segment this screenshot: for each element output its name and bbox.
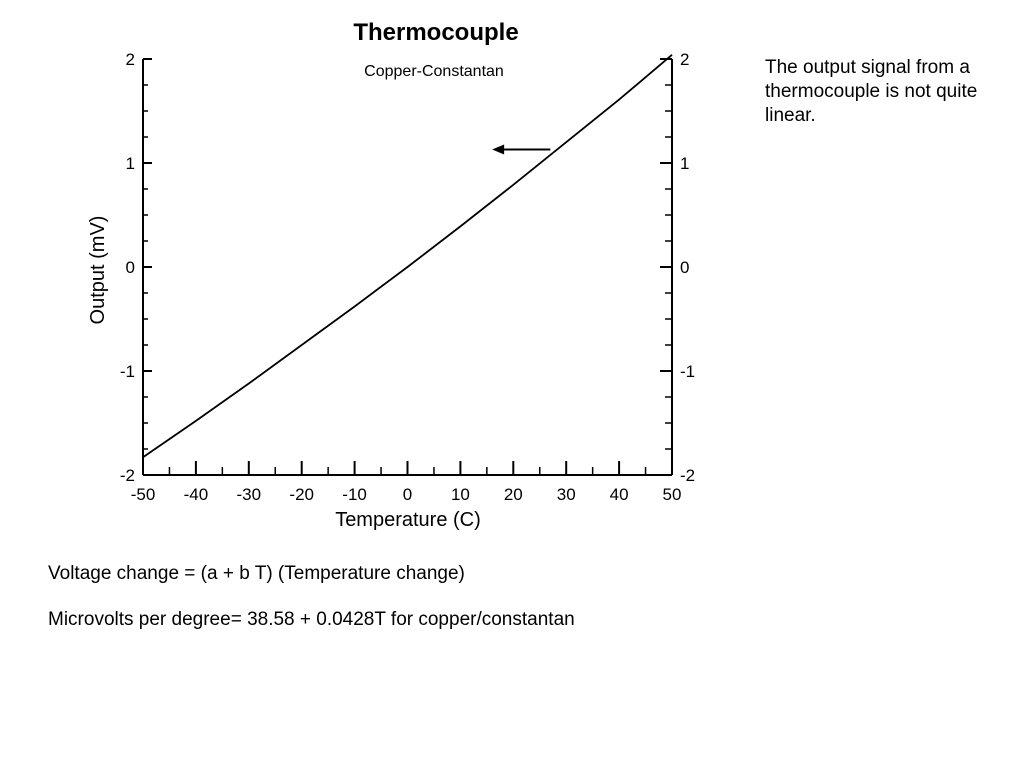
y-tick-label-right: 1 (680, 154, 689, 173)
y-tick-label-right: -1 (680, 362, 695, 381)
equation-microvolts: Microvolts per degree= 38.58 + 0.0428T f… (48, 609, 575, 630)
x-tick-label: 10 (451, 485, 470, 504)
y-tick-label-right: 2 (680, 50, 689, 69)
y-tick-label-left: -1 (120, 362, 135, 381)
x-tick-label: -30 (237, 485, 262, 504)
x-tick-label: -50 (131, 485, 156, 504)
chart-subtitle: Copper-Constantan (364, 63, 504, 80)
series-line (142, 54, 673, 459)
y-tick-label-right: -2 (680, 466, 695, 485)
x-tick-label: -10 (342, 485, 367, 504)
y-tick-label-left: 1 (126, 154, 135, 173)
annotation-layer (492, 144, 551, 155)
ticks: -50 -40 -30 -20 -10 0 10 20 30 40 50-2 -2-1 -10 01 12 2 (120, 50, 695, 504)
x-tick-label: -20 (289, 485, 314, 504)
x-tick-label: 0 (403, 485, 412, 504)
x-tick-label: 20 (504, 485, 523, 504)
y-tick-label-right: 0 (680, 258, 689, 277)
chart-title: Thermocouple (353, 19, 518, 46)
x-tick-label: 50 (663, 485, 682, 504)
y-tick-label-left: 2 (126, 50, 135, 69)
x-tick-label: 40 (610, 485, 629, 504)
x-tick-label: -40 (184, 485, 209, 504)
x-axis-label: Temperature (C) (335, 509, 481, 531)
equation-voltage-change: Voltage change = (a + b T) (Temperature … (48, 563, 465, 584)
annotation-arrow-head (492, 144, 505, 155)
x-tick-label: 30 (557, 485, 576, 504)
y-tick-label-left: 0 (126, 258, 135, 277)
series-layer (142, 54, 673, 459)
y-tick-label-left: -2 (120, 466, 135, 485)
side-note: The output signal from a thermocouple is… (765, 57, 978, 126)
y-axis-label: Output (mV) (87, 216, 109, 325)
